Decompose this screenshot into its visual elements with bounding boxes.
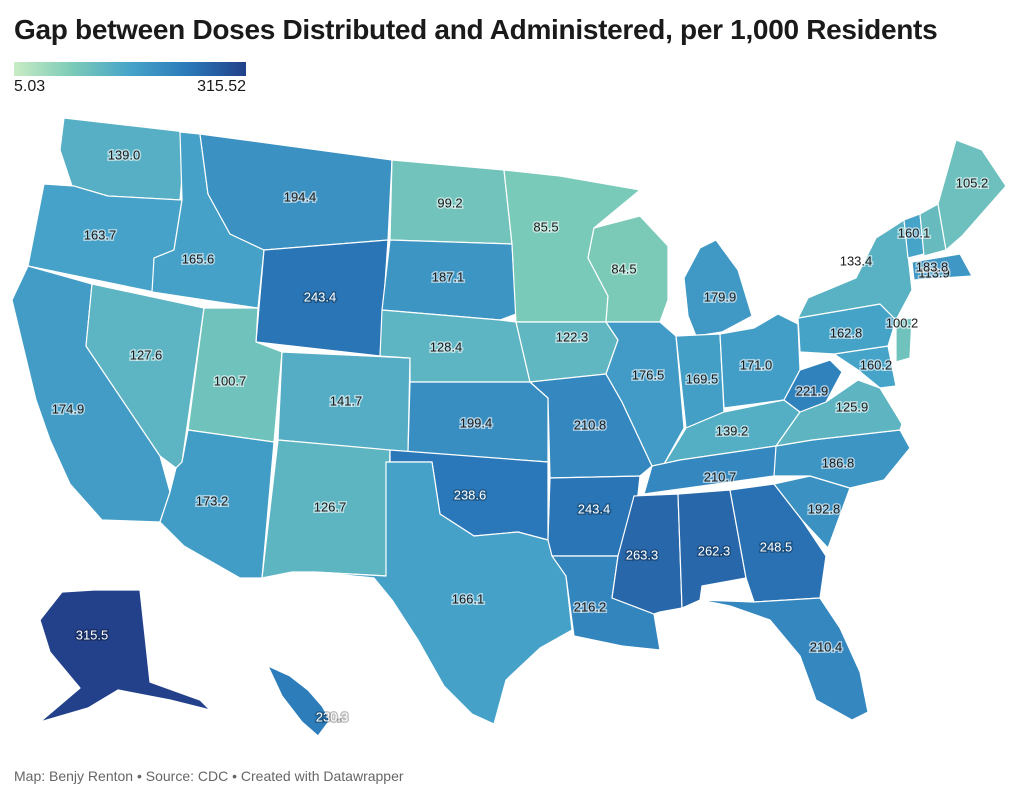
legend-min-label: 5.03 — [14, 78, 46, 95]
value-label-nh: 113.9 — [918, 265, 950, 280]
legend-max-label: 315.52 — [197, 78, 246, 95]
state-wv[interactable] — [783, 359, 843, 413]
value-label-ar: 243.4 — [578, 501, 611, 516]
value-label-oh: 171.0 — [740, 357, 773, 372]
value-label-ia: 122.3 — [556, 329, 589, 344]
us-choropleth-map: 139.0 163.7 174.9 127.6 165.6 194.4 243.4 100.7… — [11, 117, 1007, 737]
value-label-hi: 230.3 — [316, 709, 349, 724]
value-label-ga: 248.5 — [760, 539, 793, 554]
value-label-in: 169.5 — [686, 371, 719, 386]
legend-gradient-bar — [14, 62, 246, 76]
state-ny[interactable] — [797, 219, 913, 321]
value-label-ny: 133.4 — [840, 253, 873, 268]
state-ks[interactable] — [407, 381, 549, 463]
value-label-il: 176.5 — [632, 367, 665, 382]
value-label-ut: 100.7 — [214, 373, 247, 388]
state-sd[interactable] — [381, 239, 517, 321]
state-mi[interactable] — [683, 239, 753, 337]
value-label-nv: 127.6 — [130, 347, 163, 362]
value-label-vt: 160.1 — [898, 225, 931, 240]
state-oh[interactable] — [719, 313, 801, 409]
value-label-va: 125.9 — [836, 399, 869, 414]
value-label-md: 160.2 — [860, 357, 893, 372]
value-label-mo: 210.8 — [574, 417, 607, 432]
value-label-nm: 126.7 — [314, 499, 347, 514]
state-va[interactable] — [775, 379, 903, 447]
value-label-tn: 210.7 — [704, 469, 737, 484]
value-label-mn: 85.5 — [533, 219, 558, 234]
source-credit: Map: Benjy Renton • Source: CDC • Create… — [14, 768, 404, 784]
value-label-me: 105.2 — [956, 175, 989, 190]
state-me[interactable] — [937, 139, 1007, 251]
state-az[interactable] — [159, 429, 275, 579]
value-label-sd: 187.1 — [432, 269, 465, 284]
state-nj[interactable] — [895, 317, 913, 363]
state-ak[interactable] — [39, 589, 211, 723]
value-label-wa: 139.0 — [108, 147, 141, 162]
map-title: Gap between Doses Distributed and Admini… — [14, 14, 938, 45]
value-label-pa: 162.8 — [830, 325, 863, 340]
state-ma[interactable] — [911, 253, 973, 281]
value-label-mi: 179.9 — [704, 289, 737, 304]
value-label-wi: 84.5 — [611, 261, 636, 276]
value-label-or: 163.7 — [84, 227, 117, 242]
value-label-la: 216.2 — [574, 599, 607, 614]
state-sc[interactable] — [773, 475, 851, 549]
state-shapes — [11, 117, 1007, 737]
value-label-ca: 174.9 — [52, 401, 85, 416]
value-label-ma: 183.8 — [916, 259, 949, 274]
value-label-wy: 243.4 — [304, 289, 337, 304]
color-legend: 5.03 315.52 — [14, 62, 246, 96]
value-label-wv: 221.9 — [796, 383, 829, 398]
value-label-ok: 238.6 — [454, 487, 487, 502]
value-label-mt: 194.4 — [284, 189, 317, 204]
state-hi[interactable] — [267, 665, 331, 737]
value-label-nj: 100.2 — [886, 315, 919, 330]
value-label-ne: 128.4 — [430, 339, 463, 354]
state-tx[interactable] — [313, 461, 573, 725]
value-label-fl: 210.4 — [810, 639, 843, 654]
value-label-ky: 139.2 — [716, 423, 749, 438]
value-label-nc: 186.8 — [822, 455, 855, 470]
value-label-id: 165.6 — [182, 251, 215, 266]
value-label-nd: 99.2 — [437, 195, 462, 210]
value-label-ak: 315.5 — [76, 627, 109, 642]
value-label-ks: 199.4 — [460, 415, 493, 430]
value-label-sc: 192.8 — [808, 501, 841, 516]
value-label-ms: 263.3 — [626, 547, 659, 562]
state-fl[interactable] — [699, 597, 869, 721]
state-value-labels: 139.0 163.7 174.9 127.6 165.6 194.4 243.4 100.7… — [50, 146, 990, 726]
value-label-al: 262.3 — [698, 543, 731, 558]
value-label-tx: 166.1 — [452, 591, 485, 606]
value-label-co: 141.7 — [330, 393, 363, 408]
value-label-az: 173.2 — [196, 493, 229, 508]
